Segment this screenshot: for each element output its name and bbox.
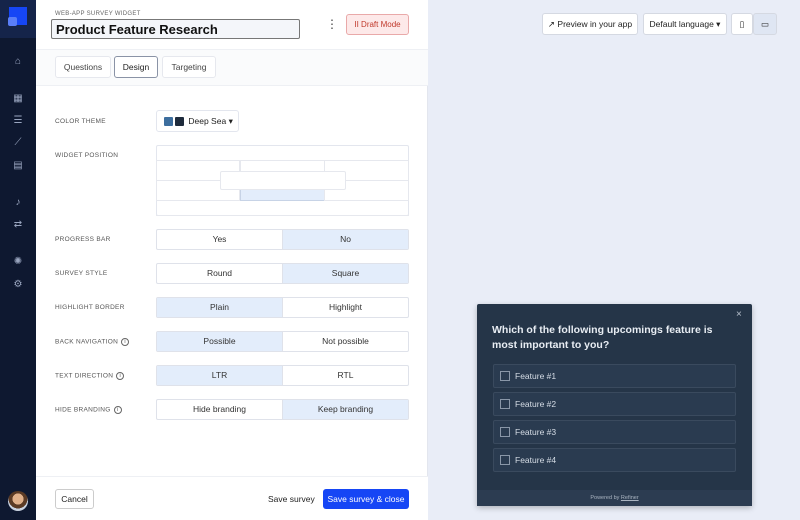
segmented-control: Yes No (156, 229, 409, 250)
segmented-control: Hide branding Keep branding (156, 399, 409, 420)
widget-position-grid (156, 145, 409, 216)
brand-link[interactable]: Refiner (620, 495, 639, 501)
info-icon[interactable]: i (113, 406, 122, 414)
position-bottom-left[interactable] (156, 180, 240, 201)
mobile-icon: ▯ (739, 19, 745, 29)
option-label: HIDE BRANDING i (55, 406, 122, 414)
option-label-text: HIGHLIGHT BORDER (55, 304, 125, 311)
segmented-control: LTR RTL (156, 365, 409, 386)
checkbox[interactable] (500, 371, 510, 381)
avatar[interactable] (8, 491, 28, 511)
draft-mode-button[interactable]: II Draft Mode (346, 14, 409, 35)
language-dropdown[interactable]: Default language ▾ (643, 13, 727, 35)
list-icon[interactable]: ☰ (13, 115, 23, 126)
option-label-text: HIDE BRANDING (55, 406, 111, 414)
widget-option[interactable]: Feature #3 (493, 420, 736, 444)
powered-by-text: Powered by (590, 495, 620, 501)
segment-option[interactable]: Square (282, 264, 408, 283)
segmented-control: Round Square (156, 263, 409, 284)
color-theme-dropdown[interactable]: Deep Sea ▾ (156, 110, 239, 132)
segment-option[interactable]: Highlight (282, 298, 408, 317)
option-label: Feature #4 (515, 455, 557, 465)
widget-option[interactable]: Feature #2 (493, 392, 736, 416)
sync-icon[interactable]: ⇄ (13, 219, 23, 230)
segmented-control: Possible Not possible (156, 331, 409, 352)
layout-icon[interactable]: ▤ (13, 160, 23, 171)
info-icon[interactable]: i (116, 372, 125, 380)
swatch-secondary (175, 117, 184, 127)
segment-option[interactable]: LTR (157, 366, 282, 385)
checkbox[interactable] (500, 399, 510, 409)
desktop-icon: ▭ (760, 19, 770, 29)
segment-option[interactable]: Plain (157, 298, 282, 317)
lightbulb-icon[interactable]: ✺ (13, 256, 23, 267)
widget-position-label: WIDGET POSITION (55, 152, 119, 159)
save-survey-button[interactable]: Save survey (268, 494, 315, 504)
segment-option[interactable]: Round (206, 268, 233, 278)
option-label: Feature #3 (515, 427, 557, 437)
mobile-view-button[interactable]: ▯ (731, 13, 753, 35)
survey-title-input[interactable]: Product Feature Research (51, 19, 300, 39)
survey-type: WEB-APP SURVEY WIDGET (55, 11, 141, 17)
external-link-icon: ↗ (547, 19, 556, 29)
option-label: HIGHLIGHT BORDER (55, 304, 125, 311)
sidebar: ⌂ ▦ ☰ ⟋ ▤ ♪ ⇄ ✺ ⚙ (0, 0, 36, 520)
segment-option[interactable]: Yes (212, 234, 227, 244)
widget-option[interactable]: Feature #1 (493, 364, 736, 388)
segment-option[interactable]: RTL (282, 366, 408, 385)
tabs: Questions Design Targeting (36, 50, 428, 86)
option-label: BACK NAVIGATION i (55, 338, 130, 346)
header: WEB-APP SURVEY WIDGET Product Feature Re… (36, 0, 428, 50)
option-label-text: SURVEY STYLE (55, 270, 108, 277)
desktop-view-button[interactable]: ▭ (753, 13, 777, 35)
survey-widget-preview: × Which of the following upcomings featu… (477, 304, 752, 506)
logo[interactable] (0, 0, 36, 38)
segment-option[interactable]: Keep branding (282, 400, 408, 419)
bell-icon[interactable]: ♪ (15, 197, 21, 208)
segment-option[interactable]: Hide branding (193, 404, 246, 414)
segmented-control: Plain Highlight (156, 297, 409, 318)
caret-down-icon: ▾ (228, 116, 233, 126)
more-options-icon[interactable]: ⋮ (326, 17, 338, 31)
powered-by: Powered by Refiner (477, 490, 752, 506)
home-icon[interactable]: ⌂ (14, 56, 22, 67)
option-label: PROGRESS BAR (55, 236, 111, 243)
language-value: Default language (649, 19, 714, 29)
color-theme-label: COLOR THEME (55, 118, 106, 125)
option-label-text: TEXT DIRECTION (55, 372, 114, 380)
editor-panel: WEB-APP SURVEY WIDGET Product Feature Re… (36, 0, 428, 520)
swatch-primary (164, 117, 173, 127)
checkbox[interactable] (500, 427, 510, 437)
option-label: TEXT DIRECTION i (55, 372, 125, 380)
segment-option[interactable]: Possible (157, 332, 282, 351)
position-bottom-right[interactable] (324, 180, 409, 201)
preview-in-app-button[interactable]: ↗ Preview in your app (542, 13, 638, 35)
segment-option[interactable]: Not possible (282, 332, 408, 351)
close-icon[interactable]: × (736, 309, 742, 320)
cancel-button[interactable]: Cancel (55, 489, 94, 509)
tab-targeting[interactable]: Targeting (162, 56, 216, 78)
tab-design[interactable]: Design (114, 56, 158, 78)
option-label: SURVEY STYLE (55, 270, 108, 277)
tab-questions[interactable]: Questions (55, 56, 111, 78)
color-theme-value: Deep Sea (188, 116, 227, 126)
option-label: Feature #2 (515, 399, 557, 409)
table-icon[interactable]: ▦ (13, 93, 23, 104)
option-label-text: PROGRESS BAR (55, 236, 111, 243)
option-label-text: BACK NAVIGATION (55, 338, 119, 346)
info-icon[interactable]: i (121, 338, 130, 346)
segment-option[interactable]: No (282, 230, 408, 249)
option-label: Feature #1 (515, 371, 557, 381)
preview-label: Preview in your app (557, 19, 633, 29)
save-and-close-button[interactable]: Save survey & close (323, 489, 409, 509)
chart-icon[interactable]: ⟋ (14, 137, 22, 148)
checkbox[interactable] (500, 455, 510, 465)
footer: Cancel Save survey Save survey & close (36, 476, 428, 520)
position-center[interactable] (220, 171, 346, 190)
widget-question: Which of the following upcomings feature… (492, 324, 713, 351)
gear-icon[interactable]: ⚙ (13, 279, 23, 290)
widget-option[interactable]: Feature #4 (493, 448, 736, 472)
